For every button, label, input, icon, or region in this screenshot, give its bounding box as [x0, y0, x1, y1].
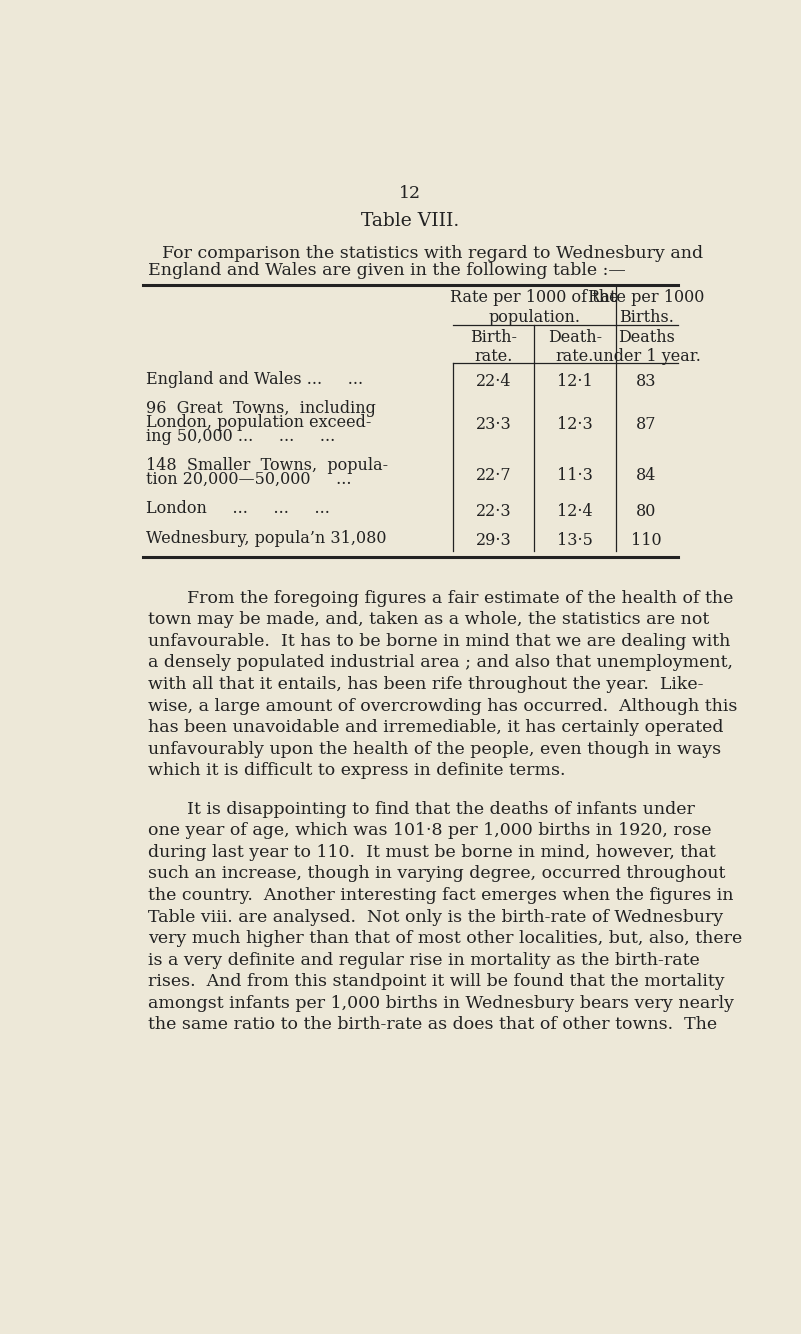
Text: which it is difficult to express in definite terms.: which it is difficult to express in defi… — [148, 762, 566, 779]
Text: England and Wales ...     ...: England and Wales ... ... — [146, 371, 363, 388]
Text: Wednesbury, popula’n 31,080: Wednesbury, popula’n 31,080 — [146, 530, 386, 547]
Text: Table VIII.: Table VIII. — [361, 212, 459, 231]
Text: It is disappointing to find that the deaths of infants under: It is disappointing to find that the dea… — [187, 800, 694, 818]
Text: a densely populated industrial area ; and also that unemployment,: a densely populated industrial area ; an… — [148, 655, 733, 671]
Text: 87: 87 — [636, 416, 657, 434]
Text: with all that it entails, has been rife throughout the year.  Like-: with all that it entails, has been rife … — [148, 676, 703, 692]
Text: 12·1: 12·1 — [557, 374, 593, 391]
Text: For comparison the statistics with regard to Wednesbury and: For comparison the statistics with regar… — [162, 244, 703, 261]
Text: Deaths
under 1 year.: Deaths under 1 year. — [593, 328, 700, 366]
Text: rises.  And from this standpoint it will be found that the mortality: rises. And from this standpoint it will … — [148, 974, 725, 990]
Text: 11·3: 11·3 — [557, 467, 593, 483]
Text: amongst infants per 1,000 births in Wednesbury bears very nearly: amongst infants per 1,000 births in Wedn… — [148, 995, 735, 1011]
Text: tion 20,000—50,000     ...: tion 20,000—50,000 ... — [146, 471, 352, 488]
Text: London, population exceed-: London, population exceed- — [146, 414, 371, 431]
Text: Death-
rate.: Death- rate. — [548, 328, 602, 366]
Text: 96  Great  Towns,  including: 96 Great Towns, including — [146, 400, 376, 418]
Text: very much higher than that of most other localities, but, also, there: very much higher than that of most other… — [148, 930, 743, 947]
Text: 80: 80 — [636, 503, 657, 520]
Text: 84: 84 — [636, 467, 657, 483]
Text: unfavourable.  It has to be borne in mind that we are dealing with: unfavourable. It has to be borne in mind… — [148, 632, 731, 650]
Text: Birth-
rate.: Birth- rate. — [470, 328, 517, 366]
Text: Table viii. are analysed.  Not only is the birth-rate of Wednesbury: Table viii. are analysed. Not only is th… — [148, 908, 723, 926]
Text: has been unavoidable and irremediable, it has certainly operated: has been unavoidable and irremediable, i… — [148, 719, 723, 736]
Text: ing 50,000 ...     ...     ...: ing 50,000 ... ... ... — [146, 428, 335, 446]
Text: Rate per 1000 of the
population.: Rate per 1000 of the population. — [450, 289, 618, 325]
Text: 110: 110 — [631, 532, 662, 550]
Text: From the foregoing figures a fair estimate of the health of the: From the foregoing figures a fair estima… — [187, 590, 733, 607]
Text: 12·3: 12·3 — [557, 416, 593, 434]
Text: 22·7: 22·7 — [476, 467, 511, 483]
Text: England and Wales are given in the following table :—: England and Wales are given in the follo… — [148, 263, 626, 280]
Text: wise, a large amount of overcrowding has occurred.  Although this: wise, a large amount of overcrowding has… — [148, 698, 738, 715]
Text: 148  Smaller  Towns,  popula-: 148 Smaller Towns, popula- — [146, 458, 388, 475]
Text: the country.  Another interesting fact emerges when the figures in: the country. Another interesting fact em… — [148, 887, 734, 904]
Text: unfavourably upon the health of the people, even though in ways: unfavourably upon the health of the peop… — [148, 740, 721, 758]
Text: 22·4: 22·4 — [476, 374, 511, 391]
Text: 12: 12 — [399, 184, 421, 201]
Text: during last year to 110.  It must be borne in mind, however, that: during last year to 110. It must be born… — [148, 844, 716, 860]
Text: is a very definite and regular rise in mortality as the birth-rate: is a very definite and regular rise in m… — [148, 951, 700, 968]
Text: such an increase, though in varying degree, occurred throughout: such an increase, though in varying degr… — [148, 866, 726, 882]
Text: 13·5: 13·5 — [557, 532, 593, 550]
Text: one year of age, which was 101·8 per 1,000 births in 1920, rose: one year of age, which was 101·8 per 1,0… — [148, 822, 711, 839]
Text: 83: 83 — [636, 374, 657, 391]
Text: town may be made, and, taken as a whole, the statistics are not: town may be made, and, taken as a whole,… — [148, 611, 710, 628]
Text: 12·4: 12·4 — [557, 503, 593, 520]
Text: 23·3: 23·3 — [476, 416, 511, 434]
Text: the same ratio to the birth-rate as does that of other towns.  The: the same ratio to the birth-rate as does… — [148, 1017, 718, 1034]
Text: 22·3: 22·3 — [476, 503, 511, 520]
Text: Rate per 1000
Births.: Rate per 1000 Births. — [588, 289, 705, 325]
Text: London     ...     ...     ...: London ... ... ... — [146, 500, 330, 518]
Text: 29·3: 29·3 — [476, 532, 511, 550]
